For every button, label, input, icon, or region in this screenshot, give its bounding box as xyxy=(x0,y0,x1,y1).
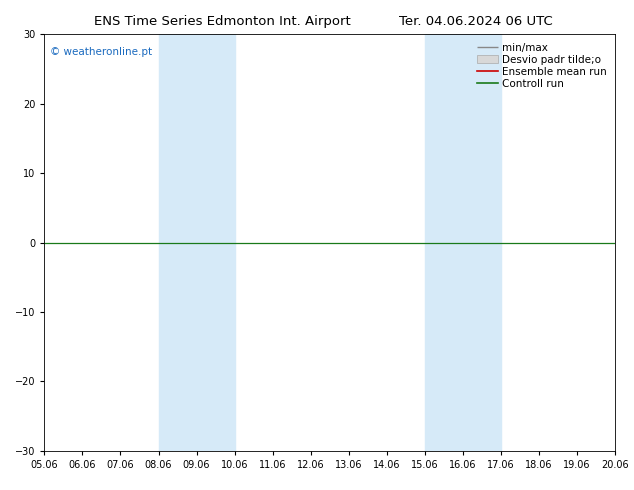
Bar xyxy=(158,34,235,451)
Bar xyxy=(425,34,501,451)
Text: ENS Time Series Edmonton Int. Airport: ENS Time Series Edmonton Int. Airport xyxy=(94,15,350,28)
Legend: min/max, Desvio padr tilde;o, Ensemble mean run, Controll run: min/max, Desvio padr tilde;o, Ensemble m… xyxy=(474,40,610,92)
Text: © weatheronline.pt: © weatheronline.pt xyxy=(50,47,152,57)
Text: Ter. 04.06.2024 06 UTC: Ter. 04.06.2024 06 UTC xyxy=(399,15,552,28)
